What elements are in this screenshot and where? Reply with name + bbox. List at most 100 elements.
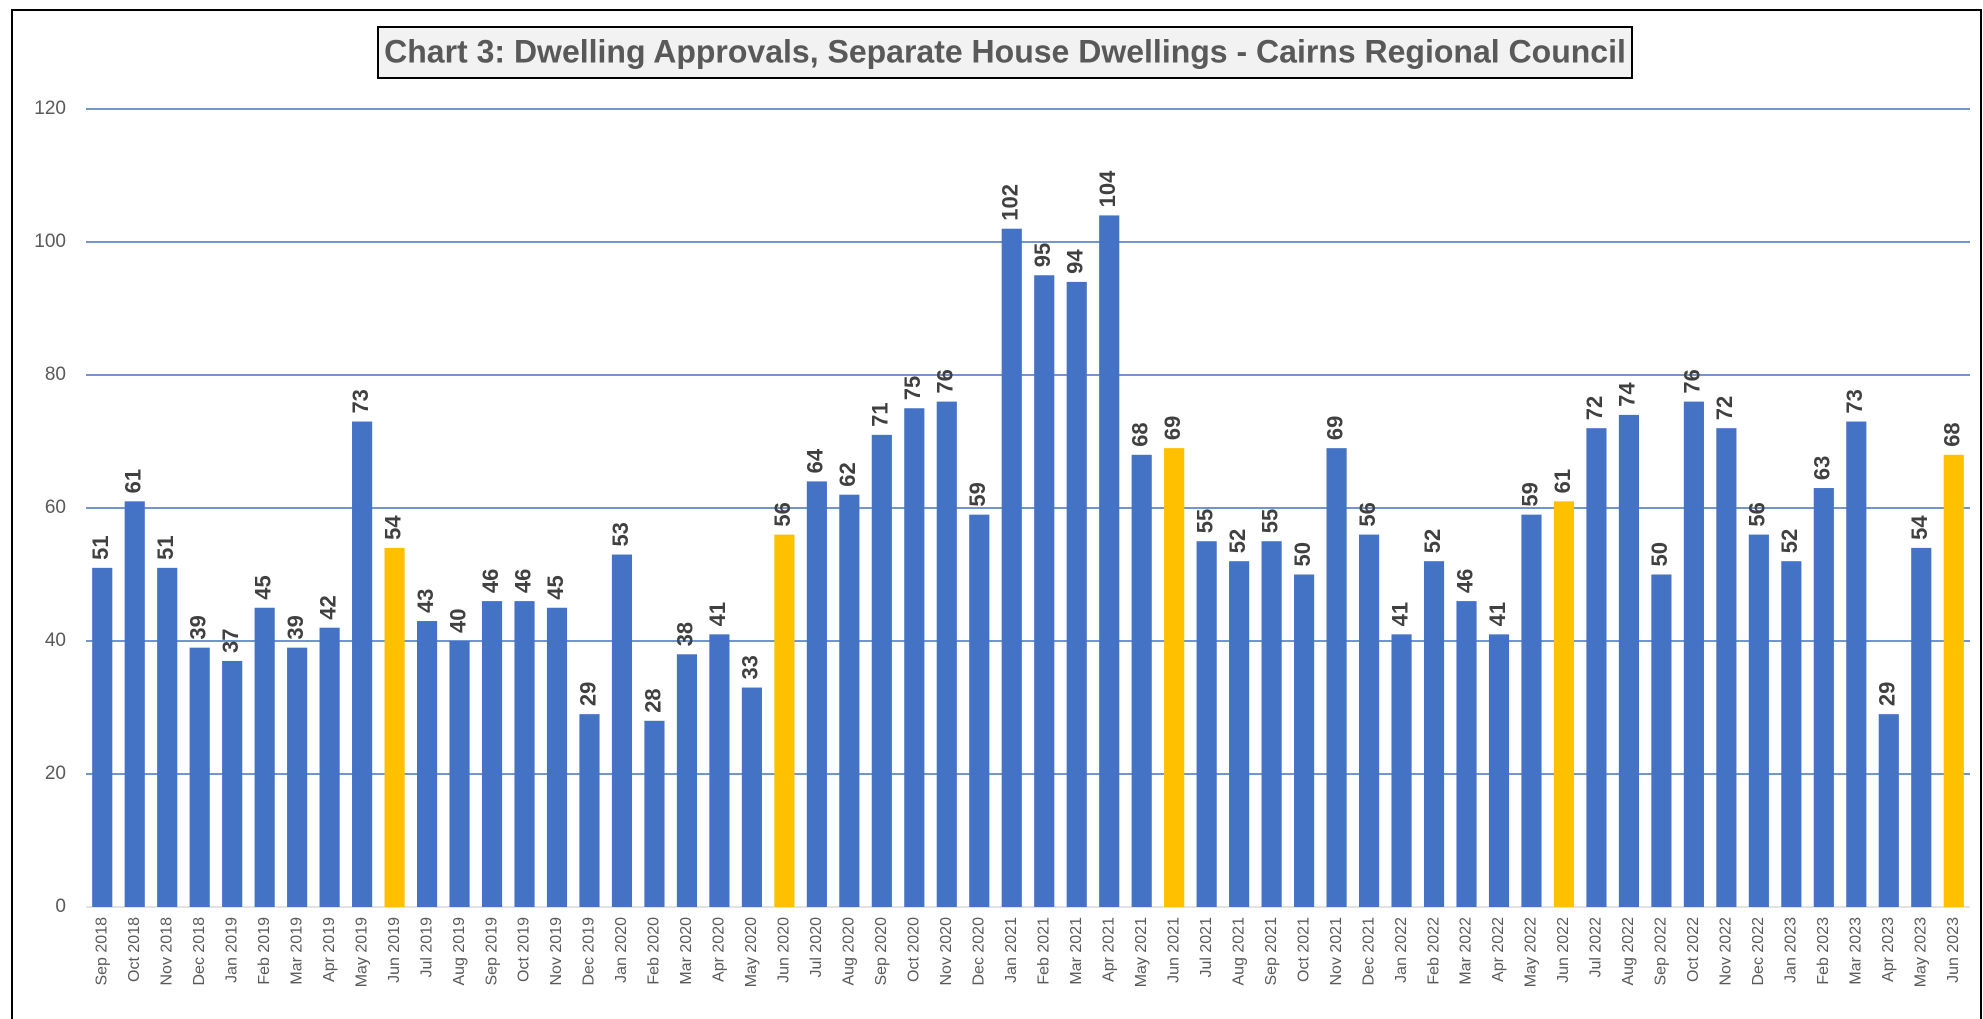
x-tick-label: Oct 2019 [516, 917, 533, 982]
value-label: 45 [250, 575, 275, 599]
value-label: 50 [1290, 542, 1315, 566]
bar [352, 421, 373, 907]
value-label: 104 [1095, 170, 1120, 207]
value-label: 56 [1355, 502, 1380, 526]
x-tick-label: Dec 2020 [970, 917, 987, 986]
value-label: 72 [1582, 396, 1607, 420]
bar [1001, 228, 1022, 907]
x-tick-label: Jan 2023 [1783, 917, 1800, 983]
bar [1553, 501, 1575, 907]
value-label: 61 [1550, 469, 1575, 493]
x-tick-label: May 2021 [1133, 917, 1150, 987]
x-tick-label: Mar 2023 [1848, 917, 1865, 985]
x-tick-label: May 2020 [743, 917, 760, 987]
value-label: 94 [1063, 249, 1088, 274]
x-tick-label: Nov 2021 [1328, 917, 1345, 986]
x-tick-label: Mar 2022 [1458, 917, 1475, 985]
x-tick-label: Feb 2019 [256, 917, 273, 985]
bar [92, 567, 113, 907]
x-tick-label: Nov 2019 [548, 917, 565, 986]
x-tick-label: Dec 2019 [581, 917, 598, 986]
value-label: 33 [738, 655, 763, 679]
value-label: 46 [1452, 569, 1477, 593]
x-tick-label: Aug 2021 [1230, 917, 1247, 986]
x-tick-label: Mar 2020 [678, 917, 695, 985]
value-label: 41 [705, 602, 730, 626]
x-tick-label: Oct 2022 [1685, 917, 1702, 982]
bar [1716, 428, 1737, 907]
x-tick-label: Feb 2020 [646, 917, 663, 985]
value-label: 43 [413, 589, 438, 613]
bar [1099, 215, 1120, 907]
bar [1651, 574, 1672, 907]
bar [287, 647, 308, 907]
bar [384, 547, 405, 907]
x-tick-label: Jul 2022 [1588, 917, 1605, 978]
bar [1391, 634, 1412, 907]
bar [871, 434, 892, 907]
bar [1846, 421, 1867, 907]
bar [1066, 281, 1087, 907]
value-label: 54 [380, 515, 405, 540]
bar [546, 607, 568, 907]
value-label: 69 [1322, 416, 1347, 440]
x-tick-label: Jan 2021 [1003, 917, 1020, 983]
bar [514, 601, 535, 907]
bar [1164, 448, 1185, 907]
bar [774, 534, 795, 907]
bar [839, 494, 860, 907]
y-tick-label: 60 [45, 497, 66, 518]
x-tick-label: Dec 2018 [191, 917, 208, 986]
x-tick-label: Sep 2018 [93, 917, 110, 986]
bar [676, 654, 698, 907]
value-label: 46 [510, 569, 535, 593]
value-label: 52 [1420, 529, 1445, 553]
value-label: 52 [1225, 529, 1250, 553]
bar [644, 720, 665, 907]
value-label: 59 [965, 482, 990, 506]
x-tick-label: Mar 2021 [1068, 917, 1085, 985]
chart-title: Chart 3: Dwelling Approvals, Separate Ho… [384, 33, 1626, 69]
bar [1131, 454, 1152, 907]
value-label: 29 [1875, 682, 1900, 706]
x-tick-label: Jan 2022 [1393, 917, 1410, 983]
bar [936, 401, 957, 907]
x-tick-label: Jul 2021 [1198, 917, 1215, 978]
x-tick-label: Jul 2019 [418, 917, 435, 978]
bar [254, 607, 275, 907]
x-tick-label: Nov 2022 [1718, 917, 1735, 986]
x-tick-label: Sep 2019 [483, 917, 500, 986]
bar [1521, 514, 1542, 907]
title-box [377, 26, 1633, 79]
value-label: 39 [283, 615, 308, 639]
x-tick-label: Jun 2021 [1165, 917, 1182, 983]
bar [1781, 561, 1802, 907]
bar [1358, 534, 1380, 907]
bar [1488, 634, 1510, 907]
bar [969, 514, 990, 907]
x-tick-label: Dec 2021 [1360, 917, 1377, 986]
x-tick-label: Feb 2023 [1815, 917, 1832, 985]
x-tick-label: Apr 2019 [321, 917, 338, 982]
x-tick-label: Oct 2021 [1295, 917, 1312, 982]
value-label: 68 [1128, 422, 1153, 446]
y-tick-label: 120 [34, 98, 66, 119]
x-tick-label: Feb 2022 [1425, 917, 1442, 985]
bar [1683, 401, 1704, 907]
bar [124, 501, 145, 907]
x-tick-label: Oct 2020 [906, 917, 923, 982]
bar [741, 687, 762, 907]
bar [1294, 574, 1315, 907]
bar [1456, 601, 1477, 907]
value-label: 39 [186, 615, 211, 639]
bar [157, 567, 178, 907]
bar [1326, 448, 1347, 907]
bar [416, 621, 438, 907]
bar [1261, 541, 1282, 907]
bar [1943, 454, 1964, 907]
value-label: 53 [608, 522, 633, 546]
value-label: 55 [1192, 509, 1217, 533]
value-label: 73 [348, 389, 373, 413]
x-tick-label: Jun 2019 [386, 917, 403, 983]
